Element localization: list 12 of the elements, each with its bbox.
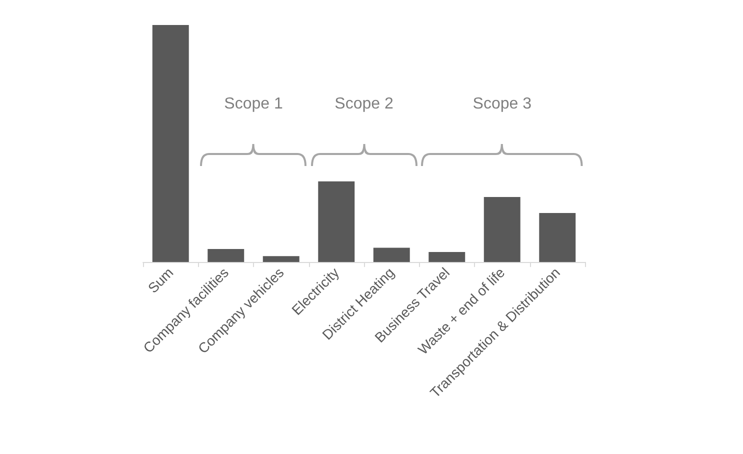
bar bbox=[152, 25, 189, 262]
bar bbox=[484, 197, 520, 262]
bar bbox=[373, 248, 410, 262]
annotation: Scope 3 bbox=[472, 96, 532, 112]
x-tick-label: Sum bbox=[144, 264, 176, 296]
bar bbox=[208, 248, 244, 262]
annotation: Scope 2 bbox=[334, 96, 394, 112]
bar bbox=[539, 212, 576, 262]
annotation: Scope 1 bbox=[224, 96, 283, 112]
bar bbox=[428, 252, 466, 262]
bar bbox=[262, 256, 300, 262]
bar bbox=[318, 181, 355, 262]
